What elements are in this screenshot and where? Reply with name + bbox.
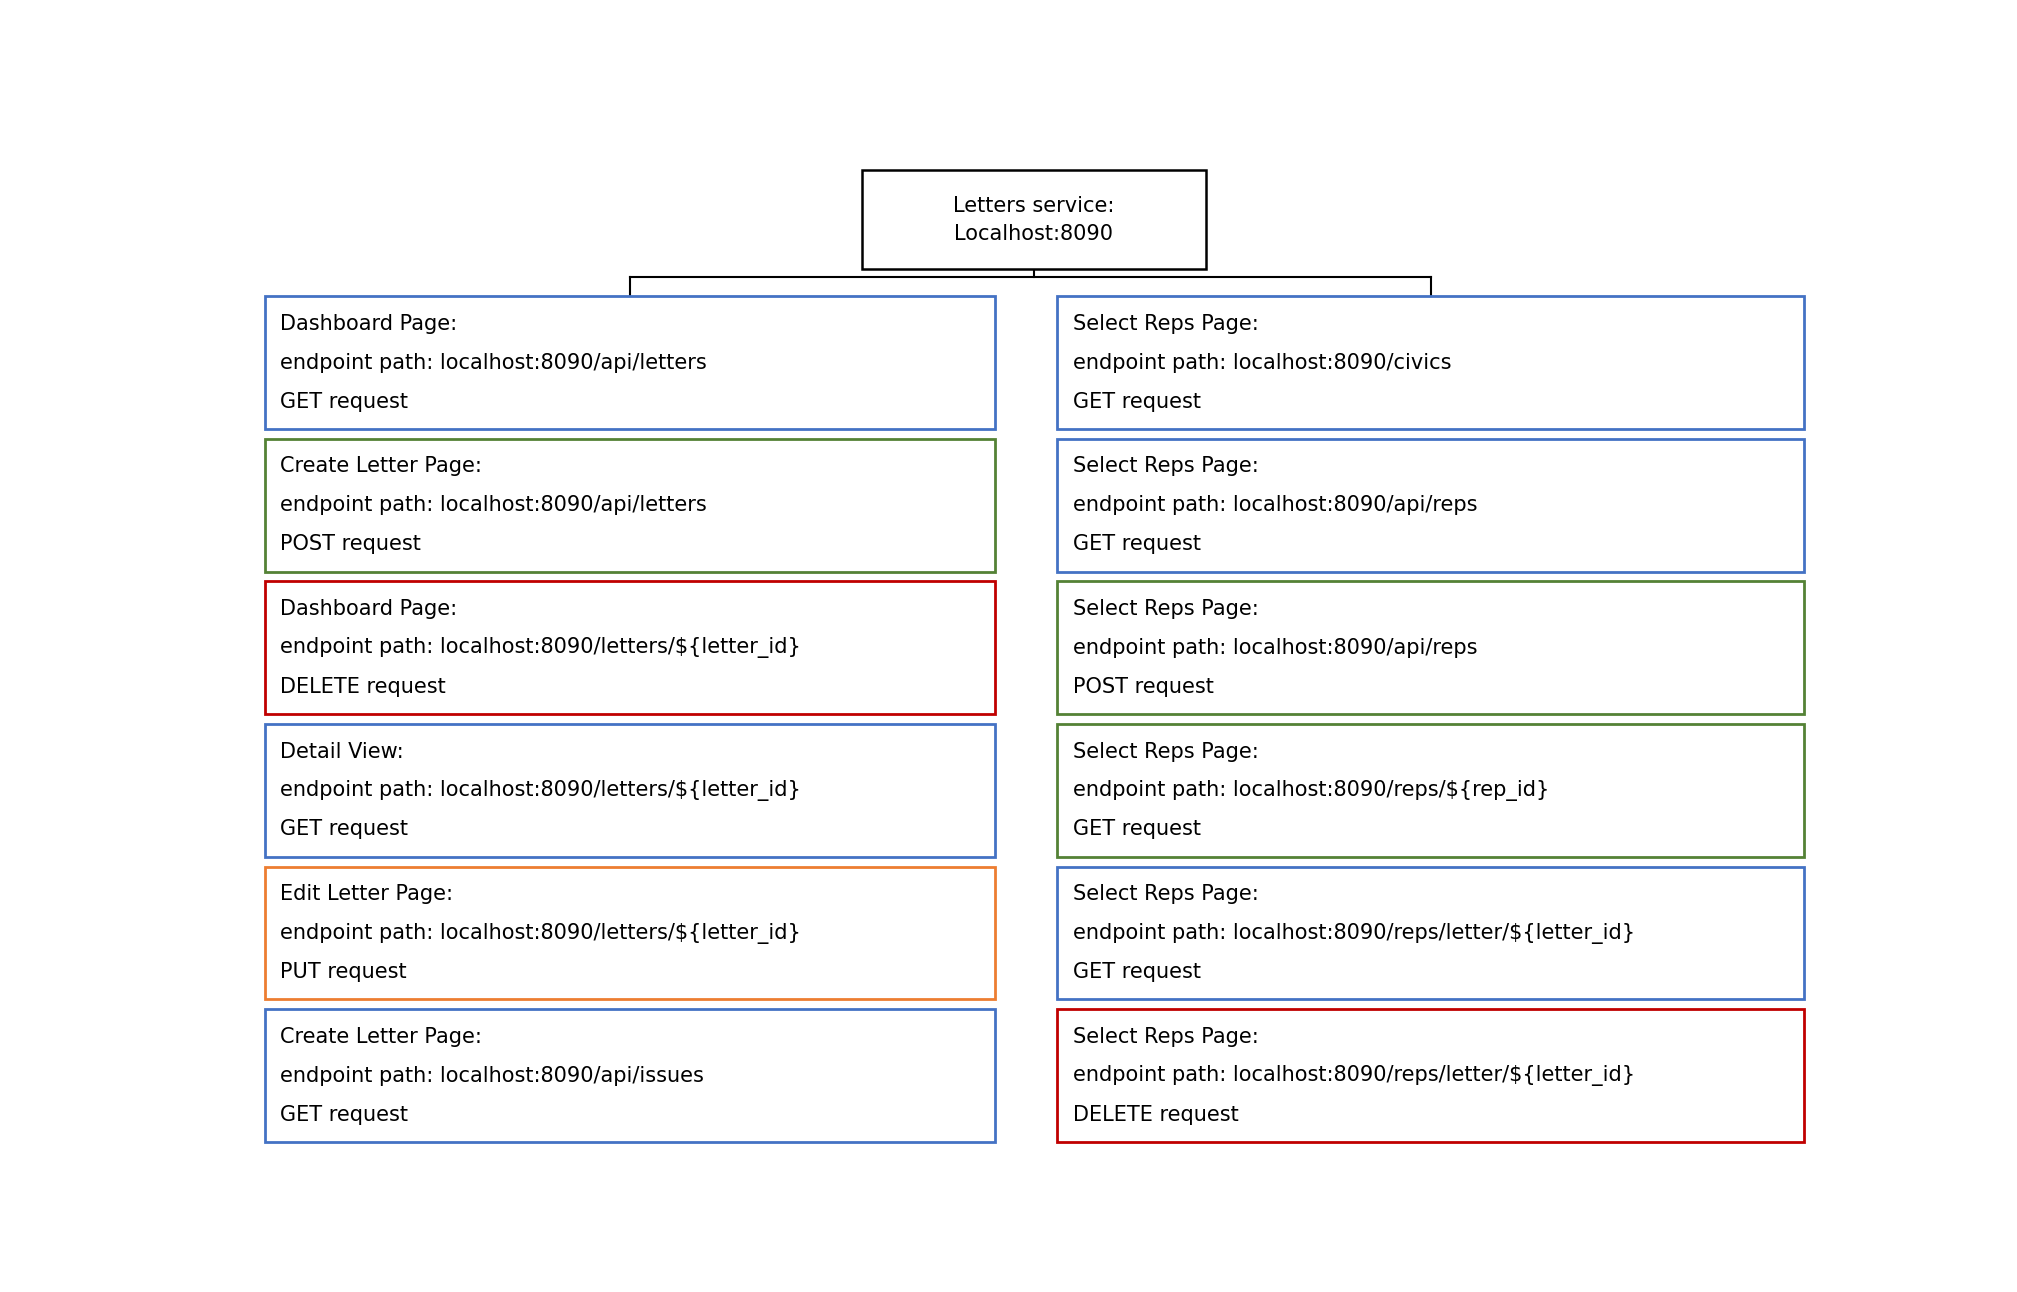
FancyBboxPatch shape (1057, 724, 1805, 857)
Text: GET request: GET request (1073, 819, 1200, 840)
Text: Dashboard Page:: Dashboard Page: (280, 314, 458, 333)
FancyBboxPatch shape (1057, 1009, 1805, 1142)
Text: endpoint path: localhost:8090/reps/letter/${letter_id}: endpoint path: localhost:8090/reps/lette… (1073, 1065, 1636, 1087)
Text: DELETE request: DELETE request (280, 677, 446, 696)
Text: GET request: GET request (1073, 534, 1200, 554)
FancyBboxPatch shape (264, 1009, 994, 1142)
Text: Edit Letter Page:: Edit Letter Page: (280, 884, 454, 904)
Text: GET request: GET request (1073, 963, 1200, 982)
Text: endpoint path: localhost:8090/letters/${letter_id}: endpoint path: localhost:8090/letters/${… (280, 780, 801, 801)
Text: Dashboard Page:: Dashboard Page: (280, 599, 458, 619)
Text: Select Reps Page:: Select Reps Page: (1073, 742, 1259, 761)
Text: GET request: GET request (280, 819, 407, 840)
Text: GET request: GET request (280, 1105, 407, 1124)
Text: Create Letter Page:: Create Letter Page: (280, 1027, 482, 1047)
Text: endpoint path: localhost:8090/api/letters: endpoint path: localhost:8090/api/letter… (280, 353, 708, 372)
FancyBboxPatch shape (1057, 581, 1805, 714)
FancyBboxPatch shape (264, 867, 994, 999)
FancyBboxPatch shape (264, 581, 994, 714)
Text: POST request: POST request (1073, 677, 1214, 696)
Text: Detail View:: Detail View: (280, 742, 403, 761)
Text: endpoint path: localhost:8090/api/reps: endpoint path: localhost:8090/api/reps (1073, 638, 1476, 658)
Text: endpoint path: localhost:8090/api/letters: endpoint path: localhost:8090/api/letter… (280, 495, 708, 516)
FancyBboxPatch shape (1057, 439, 1805, 571)
Text: GET request: GET request (1073, 391, 1200, 412)
Text: endpoint path: localhost:8090/reps/${rep_id}: endpoint path: localhost:8090/reps/${rep… (1073, 780, 1549, 801)
FancyBboxPatch shape (1057, 867, 1805, 999)
FancyBboxPatch shape (264, 296, 994, 429)
Text: Letters service:
Localhost:8090: Letters service: Localhost:8090 (952, 195, 1115, 244)
FancyBboxPatch shape (1057, 296, 1805, 429)
Text: Select Reps Page:: Select Reps Page: (1073, 1027, 1259, 1047)
FancyBboxPatch shape (861, 171, 1206, 270)
Text: endpoint path: localhost:8090/letters/${letter_id}: endpoint path: localhost:8090/letters/${… (280, 922, 801, 943)
FancyBboxPatch shape (264, 439, 994, 571)
Text: Select Reps Page:: Select Reps Page: (1073, 884, 1259, 904)
FancyBboxPatch shape (264, 724, 994, 857)
Text: Create Letter Page:: Create Letter Page: (280, 456, 482, 477)
Text: endpoint path: localhost:8090/api/reps: endpoint path: localhost:8090/api/reps (1073, 495, 1476, 516)
Text: Select Reps Page:: Select Reps Page: (1073, 599, 1259, 619)
Text: endpoint path: localhost:8090/letters/${letter_id}: endpoint path: localhost:8090/letters/${… (280, 637, 801, 659)
Text: PUT request: PUT request (280, 963, 407, 982)
Text: Select Reps Page:: Select Reps Page: (1073, 314, 1259, 333)
Text: endpoint path: localhost:8090/reps/letter/${letter_id}: endpoint path: localhost:8090/reps/lette… (1073, 922, 1636, 943)
Text: endpoint path: localhost:8090/api/issues: endpoint path: localhost:8090/api/issues (280, 1066, 704, 1085)
Text: Select Reps Page:: Select Reps Page: (1073, 456, 1259, 477)
Text: GET request: GET request (280, 391, 407, 412)
Text: POST request: POST request (280, 534, 422, 554)
Text: endpoint path: localhost:8090/civics: endpoint path: localhost:8090/civics (1073, 353, 1452, 372)
Text: DELETE request: DELETE request (1073, 1105, 1238, 1124)
